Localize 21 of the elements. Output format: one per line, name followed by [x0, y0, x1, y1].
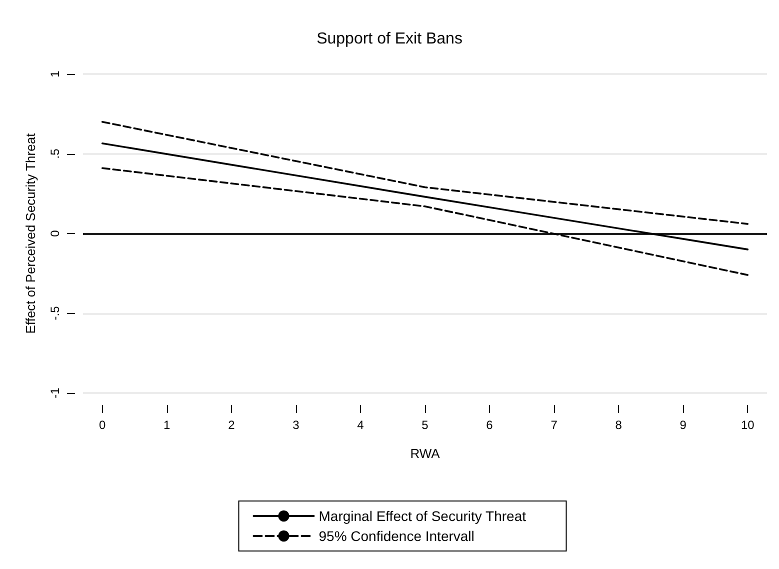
chart-title: Support of Exit Bans	[316, 30, 462, 48]
x-tick-label: 6	[486, 418, 494, 432]
y-tick-label: 0	[48, 230, 62, 237]
x-tick-label: 10	[740, 418, 755, 432]
x-tick-label: 3	[292, 418, 300, 432]
x-tick-label: 5	[422, 418, 429, 432]
x-tick-label: 9	[680, 418, 687, 432]
legend-label: 95% Confidence Intervall	[318, 528, 474, 544]
x-tick-label: 4	[357, 418, 364, 432]
x-tick-label: 2	[228, 418, 236, 432]
y-tick-label: .5	[48, 148, 62, 159]
y-tick-label: 1	[48, 70, 62, 78]
y-tick-label: -1	[48, 387, 62, 398]
x-axis-title: RWA	[410, 446, 440, 461]
y-tick-label: -.5	[48, 306, 62, 320]
x-tick-label: 8	[615, 418, 622, 432]
x-tick-label: 1	[164, 418, 171, 432]
y-axis-title: Effect of Perceived Security Threat	[23, 132, 38, 334]
x-tick-label: 0	[99, 418, 106, 432]
x-tick-label: 7	[550, 418, 558, 432]
legend-label: Marginal Effect of Security Threat	[318, 508, 526, 524]
